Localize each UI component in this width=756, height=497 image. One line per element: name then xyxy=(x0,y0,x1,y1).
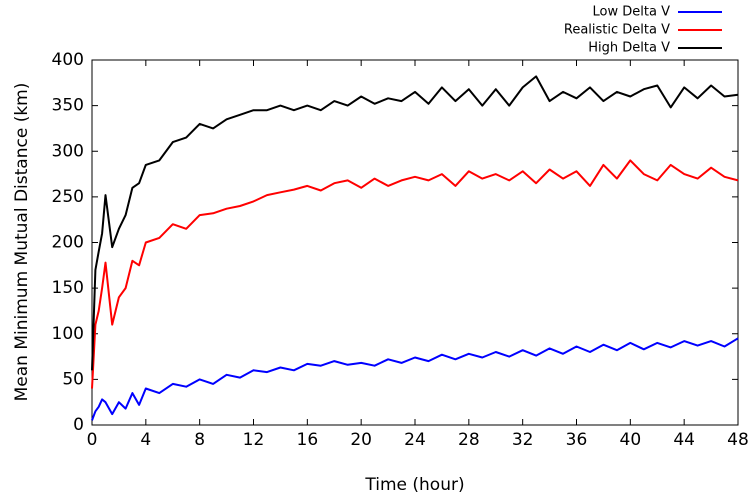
y-tick-label: 150 xyxy=(52,278,84,298)
y-tick-label: 50 xyxy=(62,369,84,389)
y-tick-label: 250 xyxy=(52,187,84,207)
x-axis-label: Time (hour) xyxy=(364,475,464,495)
x-tick-label: 24 xyxy=(404,430,426,450)
y-tick-label: 0 xyxy=(73,415,84,435)
y-axis-label: Mean Minimum Mutual Distance (km) xyxy=(12,83,32,402)
y-tick-label: 300 xyxy=(52,141,84,161)
x-tick-label: 40 xyxy=(620,430,642,450)
x-tick-label: 12 xyxy=(243,430,265,450)
x-tick-label: 20 xyxy=(350,430,372,450)
series-line xyxy=(91,337,739,421)
legend-label: Low Delta V xyxy=(593,5,671,20)
legend-label: High Delta V xyxy=(588,41,670,56)
x-tick-label: 4 xyxy=(140,430,151,450)
x-tick-label: 48 xyxy=(727,430,749,450)
plot-frame xyxy=(91,59,739,426)
x-tick-label: 8 xyxy=(194,430,205,450)
series-line xyxy=(91,159,739,389)
legend-label: Realistic Delta V xyxy=(564,23,670,38)
x-tick-label: 32 xyxy=(512,430,534,450)
y-tick-label: 200 xyxy=(52,233,84,253)
series-line xyxy=(91,75,739,371)
x-tick-label: 36 xyxy=(566,430,588,450)
x-tick-label: 44 xyxy=(673,430,695,450)
y-tick-label: 400 xyxy=(52,50,84,70)
x-tick-label: 0 xyxy=(87,430,98,450)
x-tick-label: 28 xyxy=(458,430,480,450)
y-tick-label: 350 xyxy=(52,96,84,116)
y-tick-label: 100 xyxy=(52,324,84,344)
x-tick-label: 16 xyxy=(297,430,319,450)
